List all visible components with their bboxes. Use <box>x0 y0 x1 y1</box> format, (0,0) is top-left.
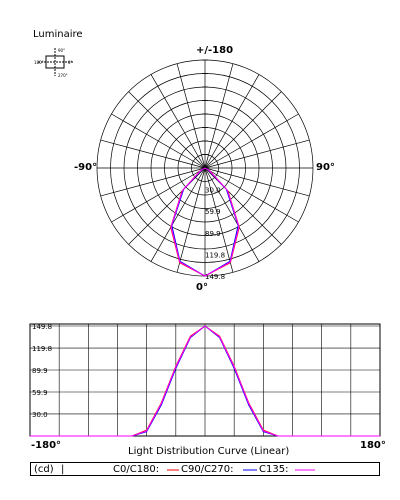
polar-spoke <box>150 167 206 262</box>
icon-label-180: 180° <box>34 60 44 65</box>
polar-spoke <box>204 113 299 169</box>
polar-spoke <box>204 139 310 169</box>
polar-label-top: +/-180 <box>196 45 234 56</box>
icon-label-270: 270° <box>58 73 68 78</box>
polar-spoke <box>100 167 206 197</box>
legend-separator: | <box>61 464 65 475</box>
polar-label-left: -90° <box>74 162 98 173</box>
legend-swatch-c135 <box>295 469 315 471</box>
polar-spoke <box>204 167 234 273</box>
polar-spoke <box>176 63 206 169</box>
polar-spoke <box>204 91 282 169</box>
legend-unit: (cd) <box>34 464 54 475</box>
polar-spoke <box>128 91 206 169</box>
linear-chart: 30.0 59.9 89.9 119.8 149.8 <box>29 323 381 437</box>
luminaire-icon: 90° 180° 0° 270° <box>34 48 74 78</box>
legend-label-c0: C0/C180: <box>113 464 160 475</box>
polar-series <box>170 167 240 277</box>
polar-series-c135 <box>170 167 240 277</box>
polar-spoke <box>204 167 260 262</box>
linear-series-c135 <box>30 325 380 437</box>
polar-spoke <box>111 113 206 169</box>
legend-label-c90: C90/C270: <box>181 464 234 475</box>
polar-spoke <box>204 167 299 223</box>
linear-tick-label: 119.8 <box>32 345 52 353</box>
linear-tick-label: 30.0 <box>32 411 48 419</box>
polar-spoke <box>128 167 206 245</box>
linear-x-right-label: 180° <box>360 440 386 451</box>
polar-tick-label: 149.8 <box>205 273 225 281</box>
linear-series <box>30 325 380 437</box>
polar-spoke <box>176 167 206 273</box>
polar-tick-labels: 30.0 59.9 89.9 119.8 149.8 <box>205 187 225 281</box>
polar-tick-label: 30.0 <box>205 187 221 195</box>
polar-chart: 30.0 59.9 89.9 119.8 149.8 <box>96 59 314 281</box>
legend-swatch-c0 <box>167 469 179 471</box>
linear-tick-label: 59.9 <box>32 389 48 397</box>
polar-spoke <box>111 167 206 223</box>
legend-swatch-c90 <box>243 469 257 471</box>
linear-grid <box>29 323 381 437</box>
polar-spoke <box>150 74 206 169</box>
linear-title: Light Distribution Curve (Linear) <box>128 446 290 457</box>
polar-tick-label: 119.8 <box>205 251 225 259</box>
linear-tick-label: 89.9 <box>32 367 48 375</box>
linear-tick-labels: 30.0 59.9 89.9 119.8 149.8 <box>32 323 52 419</box>
polar-spoke <box>204 167 310 197</box>
icon-label-0: 0° <box>68 60 73 65</box>
polar-spoke <box>204 63 234 169</box>
polar-spoke <box>100 139 206 169</box>
polar-spoke <box>204 167 282 245</box>
linear-tick-label: 149.8 <box>32 323 52 331</box>
polar-tick-label: 89.9 <box>205 230 221 238</box>
linear-x-left-label: -180° <box>31 440 62 451</box>
icon-label-90: 90° <box>58 48 65 53</box>
legend-label-c135: C135: <box>259 464 289 475</box>
legend: (cd) | C0/C180: C90/C270: C135: <box>30 462 380 476</box>
polar-spoke <box>204 74 260 169</box>
luminaire-title: Luminaire <box>33 29 83 40</box>
polar-label-right: 90° <box>316 162 335 173</box>
polar-tick-label: 59.9 <box>205 208 221 216</box>
polar-label-bottom: 0° <box>196 282 208 293</box>
